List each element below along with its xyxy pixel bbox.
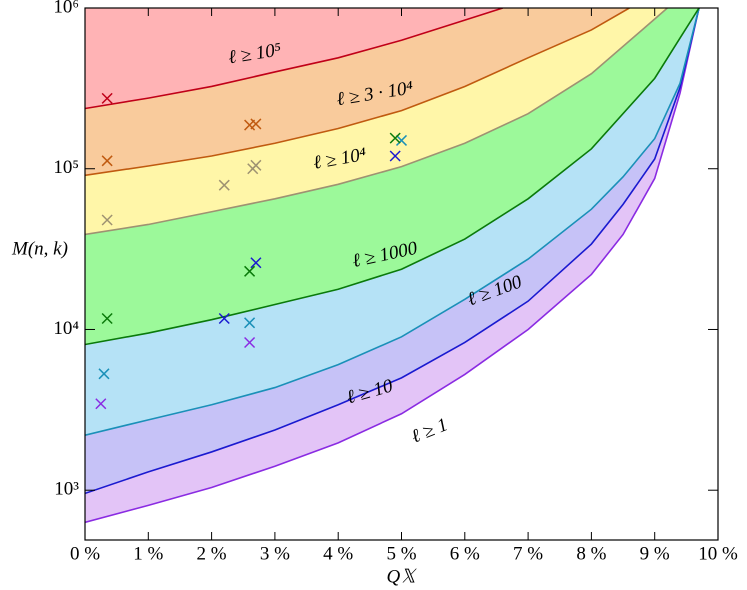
- cross-marker: [250, 118, 262, 130]
- cross-marker: [389, 132, 401, 144]
- cross-marker: [95, 398, 107, 410]
- x-tick-label: 3 %: [260, 543, 290, 564]
- cross-marker: [101, 92, 113, 104]
- x-tick-label: 6 %: [450, 543, 480, 564]
- plot-area: [85, 8, 700, 523]
- boundary-line: [85, 8, 700, 524]
- cross-marker: [101, 312, 113, 325]
- cross-marker: [244, 317, 256, 329]
- band-fill: [85, 8, 503, 109]
- y-tick-label: 10⁵: [53, 157, 79, 178]
- y-tick-label: 10⁴: [53, 318, 79, 339]
- cross-marker: [101, 155, 113, 167]
- x-tick-label: 1 %: [133, 543, 163, 564]
- cross-marker: [218, 179, 230, 191]
- x-tick-label: 0 %: [70, 543, 100, 564]
- cross-marker: [389, 150, 401, 162]
- markers: [95, 92, 408, 410]
- cross-marker: [250, 257, 262, 269]
- cross-marker: [244, 336, 256, 349]
- axes: 0 % 1 % 2 % 3 % 4 % 5 % 6 % 7 % 8 % 9 % 10 % 10³ 10⁴…: [53, 0, 738, 564]
- plot-frame: [84, 7, 719, 541]
- y-tick-label: 10⁶: [53, 0, 79, 17]
- x-tick-label: 5 %: [386, 543, 416, 564]
- cross-marker: [98, 368, 110, 380]
- boundary-line: [85, 8, 700, 436]
- boundary-line: [85, 8, 630, 177]
- boundary-line: [85, 8, 700, 346]
- cross-marker: [250, 159, 262, 171]
- boundary-line: [85, 8, 668, 236]
- x-axis-label: Q𝕏: [386, 566, 417, 587]
- cross-marker: [244, 265, 256, 277]
- x-tick-label: 4 %: [323, 543, 353, 564]
- cross-marker: [218, 312, 230, 325]
- x-tick-label: 9 %: [640, 543, 670, 564]
- y-tick-label: 10³: [54, 479, 79, 500]
- band-label: ℓ ≥ 1: [408, 414, 450, 447]
- cross-marker: [395, 134, 408, 146]
- y-axis-label: M(n, k): [11, 238, 68, 259]
- x-tick-label: 2 %: [197, 543, 227, 564]
- x-tick-label: 7 %: [513, 543, 543, 564]
- boundary-line: [85, 8, 504, 110]
- x-tick-label: 8 %: [576, 543, 606, 564]
- x-tick-label: 10 %: [698, 543, 738, 564]
- cross-marker: [101, 214, 113, 226]
- boundary-line: [85, 8, 700, 495]
